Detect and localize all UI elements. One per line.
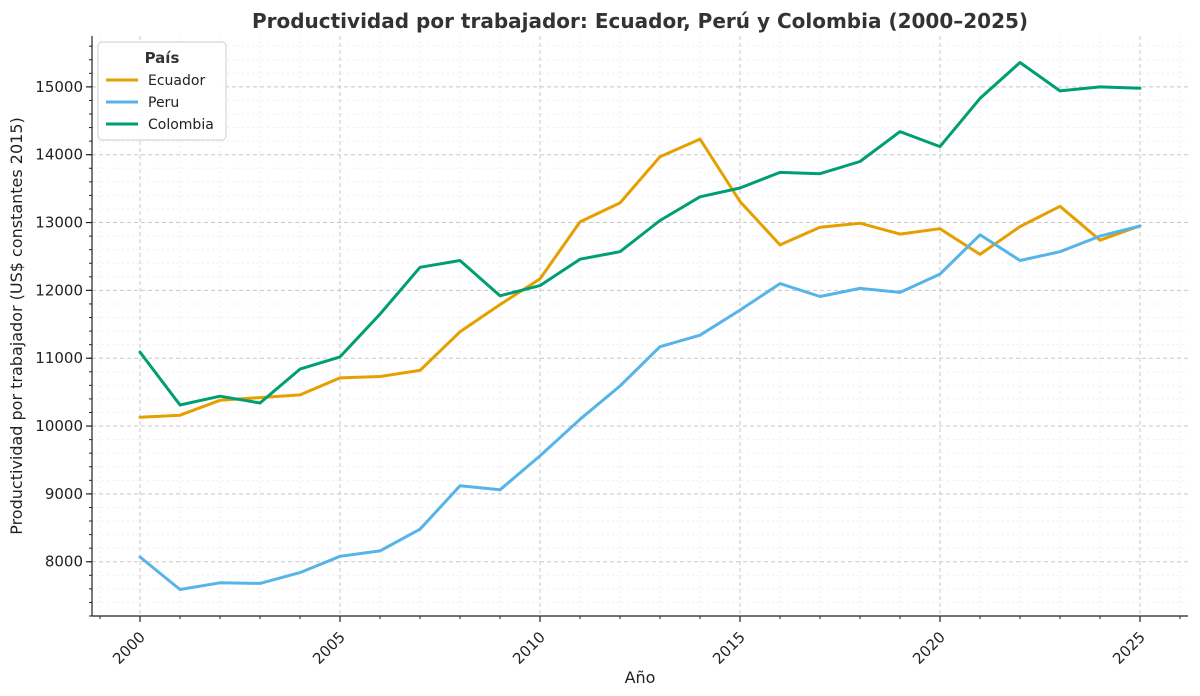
series-line-peru	[138, 224, 1142, 591]
y-tick-label: 14000	[35, 146, 83, 164]
y-tick-label: 8000	[45, 553, 83, 571]
series-lines	[138, 61, 1142, 591]
axes	[86, 36, 1188, 622]
legend-label-ecuador: Ecuador	[148, 73, 205, 89]
y-tick-label: 13000	[35, 214, 83, 232]
legend-items: Ecuador Peru Colombia	[106, 73, 214, 133]
y-tick-label: 9000	[45, 485, 83, 503]
legend-label-peru: Peru	[148, 95, 179, 111]
series-line-colombia	[138, 61, 1142, 407]
legend: País Ecuador Peru Colombia	[97, 41, 227, 141]
y-axis-label: Productividad por trabajador (US$ consta…	[7, 117, 26, 535]
tick-labels: 2000 2005 2010 2015 2020 20258000900010000110…	[35, 78, 1149, 668]
y-tick-label: 15000	[35, 78, 83, 96]
series-line-ecuador	[138, 137, 1142, 419]
legend-label-colombia: Colombia	[148, 117, 214, 133]
y-tick-label: 12000	[35, 281, 83, 299]
legend-box	[97, 41, 227, 141]
x-axis-label: Año	[625, 668, 656, 687]
chart-title: Productividad por trabajador: Ecuador, P…	[252, 9, 1028, 33]
legend-title: País	[145, 49, 180, 67]
y-tick-label: 11000	[35, 349, 83, 367]
y-tick-label: 10000	[35, 417, 83, 435]
